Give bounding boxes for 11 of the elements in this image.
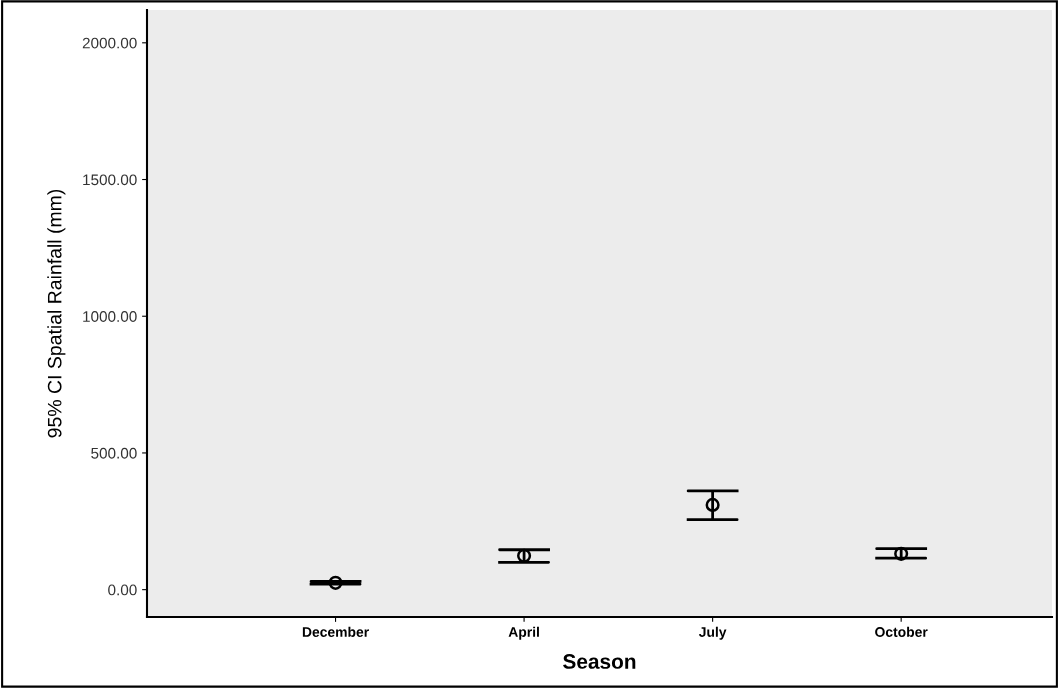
x-tick-label: October [875, 626, 928, 637]
y-tick-label: 500.00 [91, 447, 137, 459]
x-axis-title: Season [563, 654, 636, 669]
x-tick-label: April [508, 626, 539, 640]
y-tick-label: 0.00 [108, 584, 137, 596]
y-axis-title: 95% CI Spatial Rainfall (mm) [47, 189, 66, 438]
x-tick-label: December [302, 626, 369, 637]
y-tick-label: 2000.00 [82, 37, 137, 49]
x-tick-label: July [698, 626, 727, 640]
y-tick-label: 1000.00 [83, 311, 137, 322]
y-tick-label: 1500.00 [83, 174, 137, 186]
